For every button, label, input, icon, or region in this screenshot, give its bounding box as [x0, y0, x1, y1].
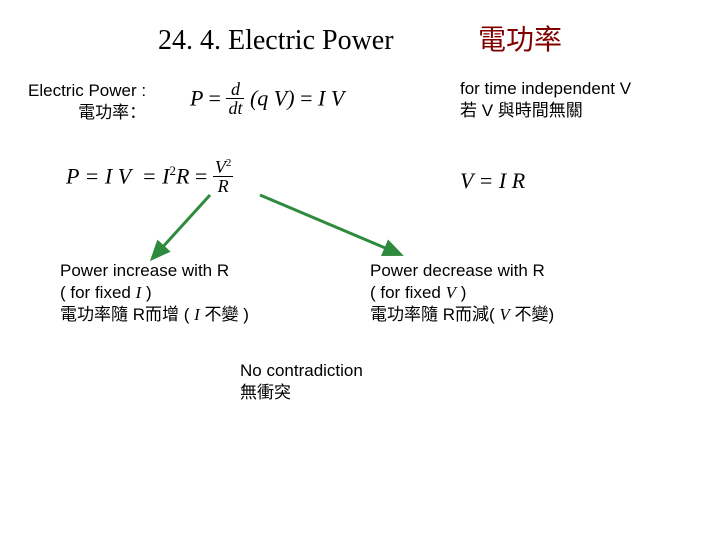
- diagram-arrows: [140, 185, 440, 265]
- eq2-a: P = I V: [66, 164, 131, 189]
- note-line1: for time independent V: [460, 78, 631, 100]
- dec-l2: ( for fixed V ): [370, 282, 600, 304]
- nc-l2: 無衝突: [240, 382, 363, 404]
- inc-l2: ( for fixed I ): [60, 282, 270, 304]
- dec-l1: Power decrease with R: [370, 260, 600, 282]
- inc-l3: 電功率隨 R而增 ( I 不變 ): [60, 304, 270, 326]
- inc-l1: Power increase with R: [60, 260, 270, 282]
- equation-definition: P = d dt (q V) = I V: [190, 82, 344, 119]
- power-label-en: Electric Power :: [28, 81, 146, 100]
- increase-note: Power increase with R ( for fixed I ) 電功…: [60, 260, 270, 326]
- nc-l1: No contradiction: [240, 360, 363, 382]
- decrease-note: Power decrease with R ( for fixed V ) 電功…: [370, 260, 600, 326]
- eq1-frac: d dt: [226, 80, 244, 117]
- dec-l3: 電功率隨 R而減( V 不變): [370, 304, 600, 326]
- equation-ohms-law: V = I R: [460, 168, 525, 194]
- no-contradiction-note: No contradiction 無衝突: [240, 360, 363, 404]
- power-label: Electric Power : 電功率：: [28, 80, 146, 124]
- eq1-rhs: I V: [318, 86, 344, 111]
- eq1-paren: (q V): [250, 86, 295, 111]
- power-label-zh: 電功率：: [28, 102, 146, 124]
- eq1-lhs: P: [190, 86, 203, 111]
- title-zh: 電功率: [478, 25, 562, 56]
- title-en: 24. 4. Electric Power: [158, 25, 394, 56]
- slide-title: 24. 4. Electric Power 電功率: [0, 18, 720, 58]
- time-independent-note: for time independent V 若 V 與時間無關: [460, 78, 631, 122]
- note-line2: 若 V 與時間無關: [460, 100, 631, 122]
- eq3-text: V = I R: [460, 168, 525, 193]
